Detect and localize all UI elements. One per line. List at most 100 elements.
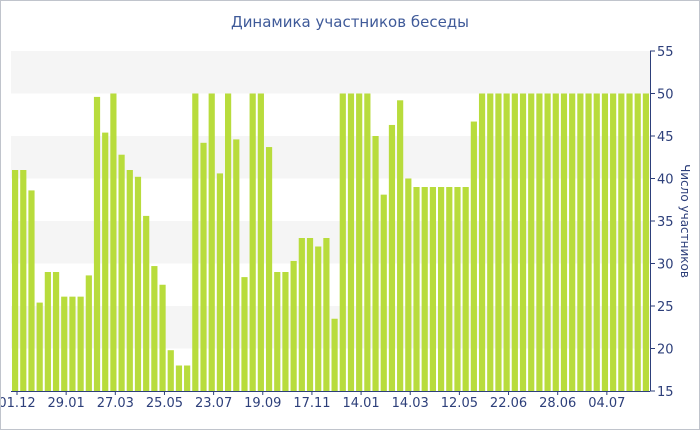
- bar: [241, 277, 248, 391]
- bar: [126, 170, 133, 391]
- bar: [52, 272, 60, 391]
- bar: [569, 93, 576, 391]
- bar: [28, 190, 35, 391]
- bar: [20, 170, 27, 391]
- bar: [536, 93, 543, 391]
- bar: [159, 284, 166, 391]
- bar: [560, 93, 568, 391]
- x-tick-label: 28.06: [539, 396, 576, 411]
- bar: [143, 215, 150, 391]
- bar: [405, 178, 412, 391]
- grid-band: [11, 136, 650, 179]
- bar: [282, 272, 289, 391]
- bar: [388, 124, 396, 391]
- bar: [380, 194, 387, 391]
- x-tick-label: 14.03: [392, 396, 429, 411]
- bar: [454, 187, 461, 391]
- grid-band: [11, 51, 650, 94]
- bar: [552, 93, 559, 391]
- y-tick-label: 35: [657, 215, 674, 230]
- bar: [511, 93, 518, 391]
- bar: [462, 187, 469, 391]
- bar: [315, 246, 322, 391]
- y-tick-label: 15: [657, 385, 674, 400]
- y-tick-label: 50: [657, 88, 674, 103]
- x-tick-label: 12.05: [441, 396, 478, 411]
- x-tick-label: 27.03: [97, 396, 134, 411]
- bar: [208, 93, 215, 391]
- x-tick-label: 14.01: [342, 396, 379, 411]
- bar: [528, 93, 535, 391]
- y-tick-label: 55: [657, 45, 674, 60]
- bar: [585, 93, 592, 391]
- bar: [44, 272, 51, 391]
- bar: [265, 147, 273, 391]
- bar: [438, 187, 445, 391]
- bar: [102, 132, 109, 391]
- bar: [225, 93, 232, 391]
- bar: [347, 93, 355, 391]
- bar: [503, 93, 510, 391]
- bar: [642, 93, 649, 391]
- x-tick-label: 01.12: [1, 396, 36, 411]
- bar: [61, 296, 68, 391]
- bar: [413, 187, 420, 391]
- y-tick-label: 45: [657, 130, 674, 145]
- bar: [233, 139, 240, 391]
- x-tick-label: 19.09: [244, 396, 281, 411]
- bar: [323, 238, 330, 391]
- bar: [634, 93, 641, 391]
- bar: [495, 93, 502, 391]
- bar: [487, 93, 494, 391]
- bar: [429, 187, 436, 391]
- bar: [274, 272, 281, 391]
- bar: [36, 302, 43, 391]
- bar: [85, 275, 92, 391]
- bar: [77, 296, 84, 391]
- bar: [593, 93, 600, 391]
- bar: [618, 93, 625, 391]
- bar: [257, 93, 264, 391]
- bar: [421, 187, 428, 391]
- bar: [134, 176, 142, 391]
- chart-title: Динамика участников беседы: [230, 13, 470, 31]
- y-tick-label: 20: [657, 343, 674, 358]
- grid-band: [11, 306, 650, 349]
- bar: [216, 173, 223, 391]
- x-tick-label: 23.07: [195, 396, 232, 411]
- x-tick-label: 29.01: [48, 396, 85, 411]
- bar: [478, 93, 486, 391]
- bar: [397, 100, 404, 392]
- bar: [184, 365, 191, 391]
- x-tick-label: 25.05: [146, 396, 183, 411]
- bar: [110, 93, 117, 391]
- bar: [151, 266, 158, 391]
- bar: [192, 93, 199, 391]
- bar: [446, 187, 453, 391]
- x-tick-label: 17.11: [293, 396, 330, 411]
- bar: [577, 93, 584, 391]
- bar: [356, 93, 363, 391]
- bar: [470, 121, 477, 392]
- bar: [331, 318, 338, 391]
- bar: [175, 365, 183, 391]
- bar: [601, 93, 609, 391]
- bar: [167, 350, 174, 391]
- bar: [249, 93, 256, 391]
- bar: [93, 96, 101, 392]
- bar: [118, 154, 125, 391]
- y-tick-label: 40: [657, 173, 674, 188]
- bar: [626, 93, 633, 391]
- bar: [544, 93, 551, 391]
- bar: [12, 170, 19, 391]
- bar: [364, 93, 371, 391]
- bar: [519, 93, 527, 391]
- bar: [372, 136, 379, 391]
- bar: [610, 93, 617, 391]
- bar: [306, 238, 314, 391]
- x-tick-label: 04.07: [588, 396, 625, 411]
- bar: [339, 93, 346, 391]
- grid-band: [11, 221, 650, 264]
